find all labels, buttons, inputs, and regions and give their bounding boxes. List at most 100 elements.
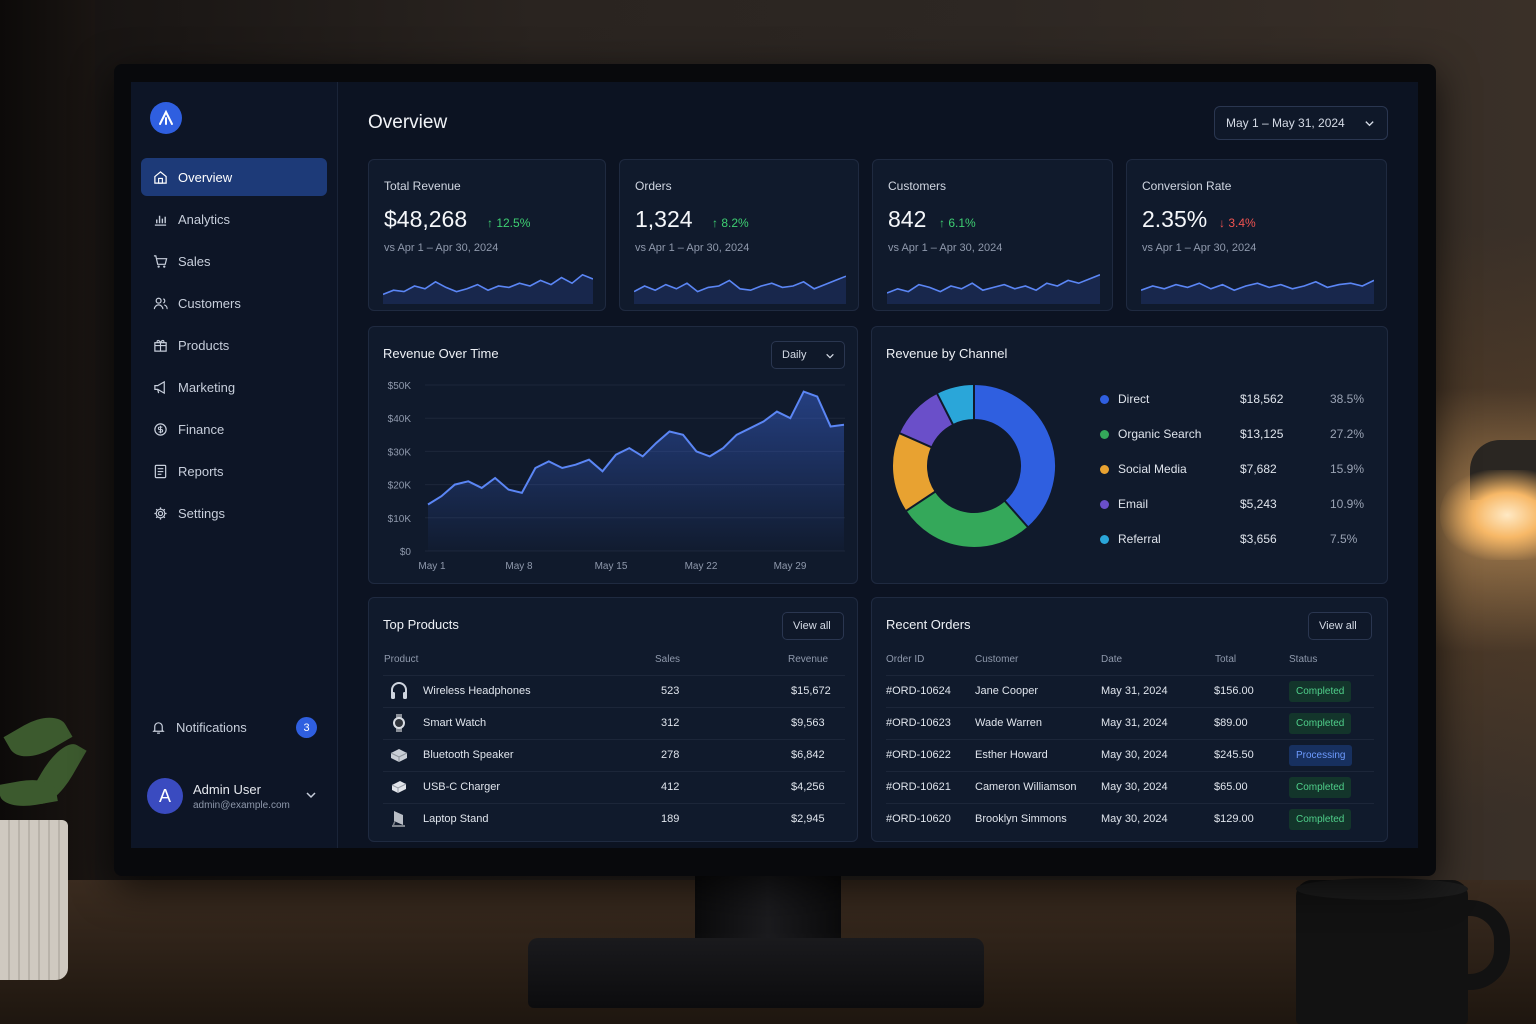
sparkline-area (1141, 280, 1374, 304)
legend-swatch (1100, 465, 1109, 474)
legend-swatch (1100, 500, 1109, 509)
kpi-card-total-revenue: Total Revenue $48,268 ↑ 12.5% vs Apr 1 –… (368, 159, 606, 311)
sidebar-item-marketing[interactable]: Marketing (141, 368, 327, 406)
revenue-area (428, 391, 844, 551)
product-revenue: $2,945 (791, 813, 825, 825)
x-axis-tick-label: May 22 (685, 561, 718, 572)
legend-channel-pct: 38.5% (1330, 392, 1365, 406)
table-row[interactable]: USB-C Charger 412 $4,256 (383, 771, 845, 803)
revenue-by-channel-card: Revenue by Channel Direct $18,562 38.5% … (871, 326, 1388, 584)
order-total: $156.00 (1214, 685, 1254, 697)
legend-channel-name: Direct (1118, 392, 1150, 406)
product-revenue: $9,563 (791, 717, 825, 729)
y-axis-tick-label: $30K (388, 447, 412, 458)
table-row[interactable]: Smart Watch 312 $9,563 (383, 707, 845, 739)
product-sales: 523 (661, 685, 680, 697)
plant-pot (0, 820, 68, 980)
headphones-icon (389, 681, 409, 701)
sidebar-item-customers[interactable]: Customers (141, 284, 327, 322)
sidebar-item-label: Overview (178, 169, 233, 185)
recent-orders-card: Recent Orders View all Order ID Customer… (871, 597, 1388, 842)
notifications-button[interactable]: Notifications 3 (141, 710, 327, 744)
sidebar-item-reports[interactable]: Reports (141, 452, 327, 490)
revenue-over-time-title: Revenue Over Time (383, 346, 499, 361)
user-menu[interactable]: A Admin User admin@example.com (147, 776, 327, 816)
cart-icon (153, 254, 168, 269)
notifications-label: Notifications (176, 719, 247, 735)
legend-channel-value: $3,656 (1240, 532, 1277, 546)
charger-icon (389, 777, 409, 797)
status-badge: Completed (1289, 681, 1352, 702)
chevron-down-icon[interactable] (305, 788, 317, 806)
page-title: Overview (368, 112, 448, 133)
donut-separator (905, 490, 937, 513)
order-id[interactable]: #ORD-10624 (886, 685, 951, 697)
users-icon (153, 296, 168, 311)
kpi-label: Conversion Rate (1142, 179, 1232, 193)
order-date: May 30, 2024 (1101, 813, 1168, 825)
order-id[interactable]: #ORD-10620 (886, 813, 951, 825)
kpi-delta: ↑ 6.1% (939, 216, 976, 230)
table-row[interactable]: #ORD-10621 Cameron Williamson May 30, 20… (886, 771, 1374, 803)
table-row[interactable]: #ORD-10623 Wade Warren May 31, 2024 $89.… (886, 707, 1374, 739)
y-axis-tick-label: $40K (388, 414, 412, 425)
legend-channel-value: $5,243 (1240, 497, 1277, 511)
sidebar-item-analytics[interactable]: Analytics (141, 200, 327, 238)
sidebar-item-products[interactable]: Products (141, 326, 327, 364)
donut-slice-organic-search (906, 491, 1028, 547)
table-row[interactable]: #ORD-10622 Esther Howard May 30, 2024 $2… (886, 739, 1374, 771)
column-header-date: Date (1101, 654, 1123, 665)
top-products-view-all-button[interactable]: View all (782, 612, 844, 640)
product-name: Bluetooth Speaker (423, 749, 514, 761)
home-icon (153, 170, 168, 185)
table-row[interactable]: Bluetooth Speaker 278 $6,842 (383, 739, 845, 771)
sidebar-item-finance[interactable]: Finance (141, 410, 327, 448)
sparkline-area (634, 276, 846, 304)
sidebar-item-settings[interactable]: Settings (141, 494, 327, 532)
recent-orders-title: Recent Orders (886, 617, 971, 632)
status-badge: Completed (1289, 777, 1352, 798)
sidebar-item-sales[interactable]: Sales (141, 242, 327, 280)
sidebar-item-label: Customers (178, 295, 241, 311)
recent-orders-view-all-button[interactable]: View all (1308, 612, 1372, 640)
table-row[interactable]: Wireless Headphones 523 $15,672 (383, 675, 845, 707)
bar-chart-icon (153, 212, 168, 227)
logo-icon[interactable] (150, 102, 182, 134)
revenue-over-time-chart: $50K $40K $30K $20K $10K $0 May 1 May 8 May 15 Ma… (388, 381, 845, 572)
table-row[interactable]: #ORD-10620 Brooklyn Simmons May 30, 2024… (886, 803, 1374, 835)
avatar: A (147, 778, 183, 814)
column-header-total: Total (1215, 654, 1237, 665)
date-range-picker[interactable]: May 1 – May 31, 2024 (1214, 106, 1388, 140)
date-range-label: May 1 – May 31, 2024 (1226, 116, 1345, 130)
kpi-delta: ↑ 8.2% (712, 216, 749, 230)
order-id[interactable]: #ORD-10621 (886, 781, 951, 793)
sparkline-line (1141, 279, 1374, 292)
product-revenue: $15,672 (791, 685, 831, 697)
column-header-status: Status (1289, 654, 1318, 665)
table-row[interactable]: Laptop Stand 189 $2,945 (383, 803, 845, 835)
kpi-comparison: vs Apr 1 – Apr 30, 2024 (384, 242, 499, 254)
sidebar-item-overview[interactable]: Overview (141, 158, 327, 196)
product-name: USB-C Charger (423, 781, 501, 793)
kpi-card-conversion-rate: Conversion Rate 2.35% ↓ 3.4% vs Apr 1 – … (1126, 159, 1387, 311)
order-id[interactable]: #ORD-10623 (886, 717, 951, 729)
column-header-revenue: Revenue (788, 654, 829, 665)
top-products-card: Top Products View all Product Sales Reve… (368, 597, 858, 842)
order-date: May 31, 2024 (1101, 685, 1168, 697)
coffee-mug (1296, 880, 1468, 1024)
sparkline-line (634, 275, 846, 293)
granularity-select[interactable]: Daily (771, 341, 845, 369)
revenue-line (427, 390, 845, 506)
x-axis-tick-label: May 1 (418, 561, 446, 572)
order-customer: Jane Cooper (975, 685, 1038, 697)
granularity-label: Daily (782, 349, 807, 361)
chevron-down-icon (825, 351, 835, 364)
table-row[interactable]: #ORD-10624 Jane Cooper May 31, 2024 $156… (886, 675, 1374, 707)
order-total: $89.00 (1214, 717, 1248, 729)
megaphone-icon (153, 380, 168, 395)
order-id[interactable]: #ORD-10622 (886, 749, 951, 761)
dashboard-screen: Overview Analytics Sales Customers Produ… (131, 82, 1418, 848)
legend-swatch (1100, 430, 1109, 439)
order-date: May 31, 2024 (1101, 717, 1168, 729)
chevron-down-icon (1364, 118, 1375, 132)
